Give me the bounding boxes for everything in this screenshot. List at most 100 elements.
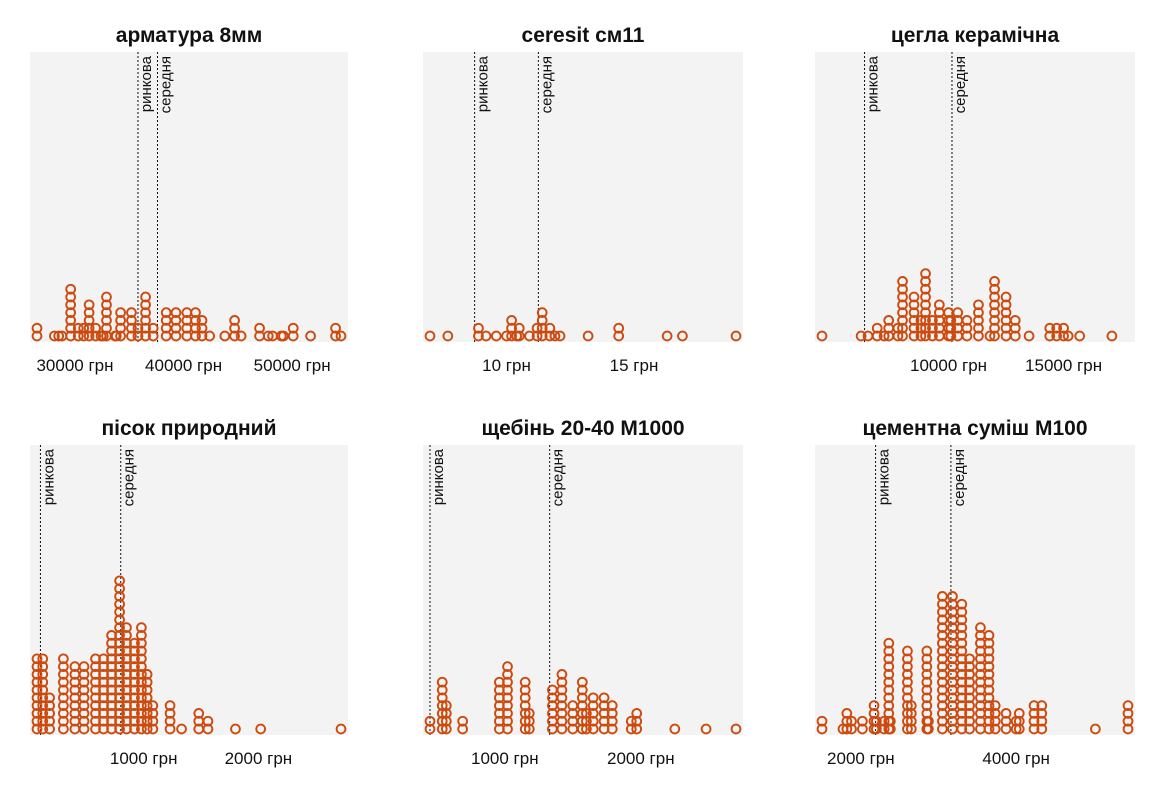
panel-1: арматура 8мм ринкова середня 30000 грн 40000… [30, 24, 348, 375]
panel-1-dot-47 [140, 307, 151, 318]
panel-3-dot-50 [945, 330, 957, 342]
panel-4-dot-15 [37, 692, 49, 704]
panel-6-dot-163 [1028, 723, 1040, 735]
panel-6-dot-164 [1028, 715, 1040, 727]
panel-6-background [815, 445, 1135, 735]
panel-6-dot-30 [883, 637, 895, 649]
panel-4-dot-136 [136, 700, 147, 711]
panel-2-ref-label-1: ринкова [475, 55, 492, 112]
panel-6-dot-106 [956, 653, 968, 665]
panel-6-dot-168 [1036, 715, 1048, 727]
panel-6-dot-70 [937, 653, 948, 665]
panel-5-dot-71 [587, 715, 599, 727]
panel-5-dot-87 [631, 715, 643, 727]
panel-6-dot-62 [937, 715, 948, 727]
panel-4-dot-31 [58, 684, 69, 696]
panel-3-dot-91 [1074, 330, 1086, 342]
panel-4-dot-120 [121, 622, 132, 633]
panel-6-dot-68 [937, 669, 948, 680]
panel-3-dot-66 [989, 330, 1000, 342]
panel-5-dot-53 [556, 684, 568, 696]
panel-6-dot-16 [871, 715, 882, 727]
panel-6-dot-17 [878, 723, 890, 735]
panel-6-tick-label-2: 4000 грн [982, 749, 1050, 768]
panel-3-dot-25 [908, 291, 920, 303]
panel-5: щебінь 20-40 М1000 ринкова середня 1000 грн… [423, 417, 743, 768]
panel-6-dot-75 [937, 614, 948, 626]
panel-3-dot-57 [961, 330, 973, 342]
panel-4-dot-171 [335, 723, 347, 735]
panel-3-dot-89 [1058, 322, 1069, 334]
panel-3-title: цегла керамічна [891, 24, 1060, 47]
panel-4-dot-133 [136, 723, 147, 735]
panel-1-background [30, 52, 348, 342]
panel-6-dot-153 [989, 708, 1001, 719]
panel-5-dot-50 [556, 708, 568, 719]
panel-6-title: цементна суміш М100 [862, 417, 1087, 440]
panel-6-dot-141 [983, 700, 995, 711]
panel-4-dot-2 [31, 715, 43, 727]
panel-1-dot-22 [90, 330, 101, 342]
panel-3-dot-90 [1062, 330, 1074, 342]
panel-3-dot-16 [897, 299, 908, 311]
panel-4-dot-18 [37, 669, 49, 680]
panel-3-dot-52 [945, 315, 957, 326]
panel-1-dot-44 [140, 330, 151, 342]
panel-4-dot-139 [136, 676, 147, 688]
panel-4-dot-13 [37, 708, 49, 719]
panel-1-dot-35 [115, 322, 126, 334]
panel-3-ref-label-2: середня [952, 56, 969, 113]
panel-1-dot-86 [330, 330, 341, 342]
panel-4-dot-48 [78, 700, 90, 711]
panel-4-dot-47 [78, 708, 90, 719]
panel-5-dot-29 [502, 676, 513, 688]
panel-6-dot-77 [937, 598, 948, 610]
panel-3-dot-87 [1051, 322, 1063, 334]
panel-4-dot-34 [58, 661, 69, 672]
panel-3-dot-51 [945, 322, 957, 334]
panel-5-dot-9 [436, 676, 448, 688]
panel-1-dot-27 [101, 322, 112, 334]
panel-5-dot-24 [502, 715, 513, 727]
panel-1-dot-48 [140, 299, 151, 311]
panel-2-dot-20 [536, 307, 548, 318]
panel-1-dot-21 [83, 299, 95, 311]
panel-1-dot-76 [235, 330, 247, 342]
panel-3-dot-15 [897, 307, 908, 318]
panel-4-dot-168 [202, 715, 214, 727]
panel-3-dot-2 [855, 330, 867, 342]
panel-4-dot-128 [129, 669, 140, 680]
panel-6-dot-160 [1013, 723, 1025, 735]
panel-4-dot-30 [58, 692, 69, 704]
panel-1-tick-label-1: 30000 грн [36, 356, 113, 375]
panel-6-dot-51 [921, 700, 933, 711]
panel-5-dot-48 [556, 723, 568, 735]
panel-5-title: щебінь 20-40 М1000 [481, 417, 684, 440]
panel-4-dot-144 [136, 637, 147, 649]
panel-5-dot-40 [523, 715, 535, 727]
panel-4-dot-162 [164, 700, 176, 711]
panel-4-dot-100 [114, 622, 125, 633]
panel-5-dot-85 [625, 715, 637, 727]
panel-5-dot-70 [587, 723, 599, 735]
panel-4-dot-145 [136, 630, 147, 641]
panel-6-dot-99 [956, 708, 968, 719]
panel-6-dot-143 [983, 684, 995, 696]
panel-5-tick-label-2: 2000 грн [607, 749, 675, 768]
panel-2-dot-25 [582, 330, 594, 342]
panel-1-dot-51 [147, 322, 159, 334]
panel-3-dot-37 [920, 268, 931, 279]
panel-4-dot-99 [114, 630, 125, 641]
panel-6-dot-65 [937, 692, 948, 704]
panel-5-dot-39 [523, 723, 535, 735]
panel-2-dot-22 [544, 322, 556, 334]
panel-3-dot-10 [892, 330, 904, 342]
panel-5-dot-52 [556, 692, 568, 704]
panel-1-dot-65 [190, 322, 201, 334]
panel-4-ref-label-1: ринкова [40, 448, 57, 505]
panel-1-dot-83 [287, 330, 299, 342]
panel-3-dot-35 [920, 283, 931, 295]
panel-4-dot-167 [202, 723, 214, 735]
panel-4-dot-14 [37, 700, 49, 711]
panel-5-dot-73 [587, 700, 599, 711]
